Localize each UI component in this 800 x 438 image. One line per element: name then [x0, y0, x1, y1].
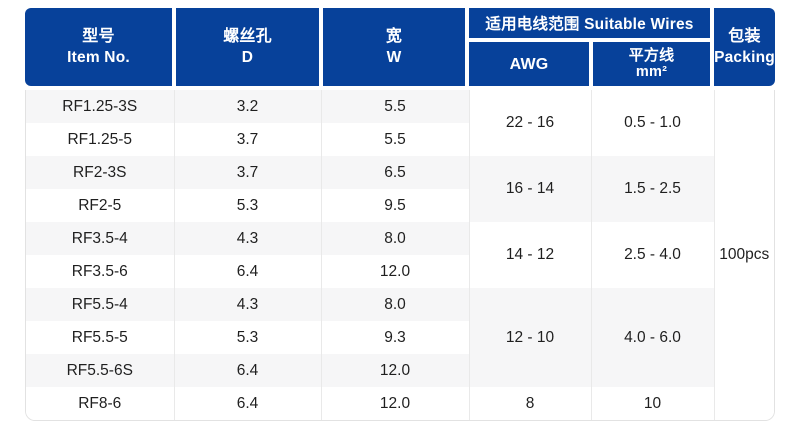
- header-packing: 包装 Packing: [714, 8, 775, 86]
- item-no-cell: RF5.5-4: [26, 288, 174, 321]
- item-no-cell: RF8-6: [26, 387, 174, 420]
- width-cell: 6.5: [320, 156, 469, 189]
- screw-hole-cell: 6.4: [173, 255, 321, 288]
- width-cell: 9.5: [320, 189, 469, 222]
- header-width-zh: 宽: [385, 28, 403, 45]
- screw-hole-cell: 3.7: [173, 123, 321, 156]
- awg-range-cell: 14 - 12: [468, 222, 591, 288]
- width-cell: 12.0: [320, 255, 469, 288]
- awg-range-cell: 8: [468, 387, 591, 420]
- table-header: 型号 Item No. 螺丝孔 D 宽 W 适用电线范围 Suitable Wi…: [25, 8, 775, 86]
- header-suitable-wires-title: 适用电线范围 Suitable Wires: [469, 8, 710, 38]
- header-screw-hole-en: D: [241, 49, 254, 66]
- width-cell: 12.0: [320, 387, 469, 420]
- mm2-range-cell: 10: [590, 387, 714, 420]
- header-awg: AWG: [469, 42, 589, 86]
- header-item-no: 型号 Item No.: [25, 8, 172, 86]
- table-row: RF5.5-5 5.3 9.3: [26, 321, 774, 354]
- table-row: RF5.5-6S 6.4 12.0: [26, 354, 774, 387]
- width-cell: 5.5: [320, 123, 469, 156]
- header-screw-hole: 螺丝孔 D: [176, 8, 319, 86]
- table-row: RF3.5-4 4.3 8.0 14 - 12 2.5 - 4.0: [26, 222, 774, 288]
- item-no-cell: RF2-3S: [26, 156, 174, 189]
- screw-hole-cell: 5.3: [173, 189, 321, 222]
- width-cell: 8.0: [320, 288, 469, 321]
- header-mm2-zh: 平方线: [628, 47, 675, 64]
- header-item-no-en: Item No.: [67, 49, 130, 66]
- item-no-cell: RF5.5-5: [26, 321, 174, 354]
- header-screw-hole-zh: 螺丝孔: [223, 28, 272, 45]
- width-cell: 9.3: [320, 321, 469, 354]
- spec-data-table: RF1.25-3S 3.2 5.5 22 - 16 0.5 - 1.0 100pcs RF1…: [26, 90, 774, 420]
- width-cell: 5.5: [320, 90, 469, 123]
- table-row: RF8-6 6.4 12.0 8 10: [26, 387, 774, 420]
- header-packing-zh: 包装: [728, 28, 761, 45]
- screw-hole-cell: 4.3: [173, 222, 321, 255]
- spec-table: 型号 Item No. 螺丝孔 D 宽 W 适用电线范围 Suitable Wi…: [25, 8, 775, 421]
- mm2-range-cell: 2.5 - 4.0: [590, 222, 714, 288]
- width-cell: 12.0: [320, 354, 469, 387]
- header-width: 宽 W: [323, 8, 465, 86]
- screw-hole-cell: 6.4: [173, 354, 321, 387]
- mm2-range-cell: 4.0 - 6.0: [590, 288, 714, 387]
- item-no-cell: RF3.5-6: [26, 255, 174, 288]
- mm2-range-cell: 0.5 - 1.0: [590, 90, 714, 156]
- screw-hole-cell: 3.2: [173, 90, 321, 123]
- screw-hole-cell: 4.3: [173, 288, 321, 321]
- header-mm2-en: mm²: [635, 64, 668, 80]
- table-row: RF2-5 5.3 9.5: [26, 189, 774, 222]
- width-cell: 8.0: [320, 222, 469, 255]
- header-item-no-zh: 型号: [82, 28, 115, 45]
- screw-hole-cell: 6.4: [173, 387, 321, 420]
- header-packing-en: Packing: [714, 49, 775, 66]
- screw-hole-cell: 3.7: [173, 156, 321, 189]
- awg-range-cell: 12 - 10: [468, 288, 591, 387]
- table-row: RF2-3S 3.7 6.5 16 - 14 1.5 - 2.5: [26, 156, 774, 222]
- item-no-cell: RF2-5: [26, 189, 174, 222]
- table-row: RF3.5-6 6.4 12.0: [26, 255, 774, 288]
- header-mm2: 平方线 mm²: [593, 42, 710, 86]
- table-row: RF1.25-5 3.7 5.5: [26, 123, 774, 156]
- item-no-cell: RF5.5-6S: [26, 354, 174, 387]
- item-no-cell: RF1.25-5: [26, 123, 174, 156]
- table-row: RF1.25-3S 3.2 5.5 22 - 16 0.5 - 1.0 100pcs: [26, 90, 774, 420]
- mm2-range-cell: 1.5 - 2.5: [590, 156, 714, 222]
- table-row: RF5.5-4 4.3 8.0 12 - 10 4.0 - 6.0: [26, 288, 774, 387]
- awg-range-cell: 16 - 14: [468, 156, 591, 222]
- header-suitable-wires-group: 适用电线范围 Suitable Wires AWG 平方线 mm²: [469, 8, 710, 86]
- item-no-cell: RF3.5-4: [26, 222, 174, 255]
- item-no-cell: RF1.25-3S: [26, 90, 174, 123]
- awg-range-cell: 22 - 16: [468, 90, 591, 156]
- table-body: RF1.25-3S 3.2 5.5 22 - 16 0.5 - 1.0 100pcs RF1…: [25, 90, 775, 421]
- packing-cell: 100pcs: [713, 90, 774, 420]
- header-width-en: W: [386, 49, 402, 66]
- screw-hole-cell: 5.3: [173, 321, 321, 354]
